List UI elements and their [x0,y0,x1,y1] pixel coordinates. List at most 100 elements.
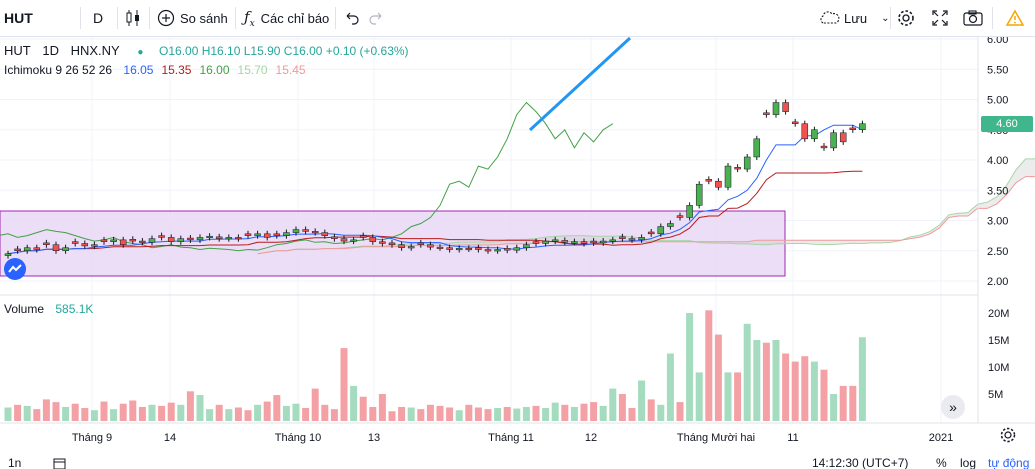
volume-bar [81,408,89,421]
volume-axis[interactable]: 20M 15M 10M 5M [988,308,1009,401]
candles [4,99,866,259]
volume-legend[interactable]: Volume 585.1K [4,302,97,316]
volume-tick-label: 15M [988,335,1009,347]
log-toggle[interactable]: log [960,456,977,469]
trendline-drawing[interactable] [528,37,632,132]
candle-body [743,156,751,170]
volume-tick-label: 20M [988,308,1009,320]
last-price-label: 4.60 [981,116,1033,132]
volume-bar [542,408,550,421]
candle-body [158,235,165,238]
interval-button[interactable]: D [93,0,103,36]
settings-button[interactable] [896,0,916,36]
volume-bar [772,340,780,421]
candle-body [177,238,185,242]
gear-icon[interactable] [1000,427,1016,443]
divider [335,7,336,29]
market-status-icon: ● [137,47,144,58]
legend-ohlc: O16.00 H16.10 L15.90 C16.00 +0.10 (+0.63… [159,44,409,58]
volume-bar [273,395,281,421]
volume-bar [474,407,482,421]
fullscreen-button[interactable] [930,0,950,36]
candle-body [302,229,309,232]
volume-bar [407,407,415,421]
candle-body [359,235,367,238]
candle-body [695,183,703,206]
indicators-button[interactable]: ƒx Các chỉ báo [244,0,329,36]
volume-bar [225,409,233,421]
volume-bar [167,402,175,421]
volume-bar [378,394,386,421]
volume-bar [858,337,866,421]
candle-body [417,242,425,245]
candle-body [571,241,578,244]
candle-body [667,223,674,227]
warning-button[interactable] [1005,0,1025,36]
candle-body [551,239,559,242]
volume-bar [484,409,492,421]
volume-bar [465,404,473,421]
candle-body [590,240,597,244]
ichimoku-value: 15.45 [275,63,306,77]
volume-bar [254,404,262,421]
volume-bar [196,395,204,421]
chevrons-right-icon: » [949,399,957,415]
indicators-label: Các chỉ báo [260,10,330,26]
fullscreen-icon [932,10,948,26]
candle-body [734,167,741,170]
candle-body [676,215,684,218]
volume-bar [330,409,338,421]
redo-button[interactable] [368,0,384,36]
candle-body [283,232,290,236]
cloud-wave-icon [8,264,22,273]
volume-bar [148,404,156,421]
candle-body [91,244,98,247]
volume-bar [138,406,146,421]
save-button[interactable]: Lưu ⌄ [818,0,890,36]
price-axis[interactable]: 6.005.505.004.504.003.503.002.502.00 [987,37,1008,288]
ichimoku-legend[interactable]: Ichimoku 9 26 52 26 16.05 15.35 16.00 15.70… [4,63,314,77]
chart-type-button[interactable] [124,0,142,36]
snapshot-button[interactable] [962,0,984,36]
chart-canvas[interactable]: 6.005.505.004.504.003.503.002.502.00 20M… [0,37,1035,452]
volume-bar [753,340,761,421]
time-axis[interactable]: Tháng 9 14 Tháng 10 13 Tháng 11 12 Tháng Mười … [72,432,953,444]
volume-bar [177,404,185,421]
volume-bar [14,404,22,421]
auto-toggle[interactable]: tự động [988,456,1030,469]
time-tick-label: 12 [585,432,597,444]
volume-bar [158,405,166,421]
compare-button[interactable]: So sánh [157,0,228,36]
candle-body [196,237,204,241]
legend-symbol[interactable]: HUT [4,43,31,58]
ichimoku-value: 16.05 [123,63,154,77]
volume-bar [369,406,377,421]
candle-body [475,247,482,250]
undo-button[interactable] [344,0,360,36]
range-button[interactable]: 1n [8,456,22,469]
symbol-search[interactable]: HUT [4,0,33,36]
volume-bar [801,356,809,421]
volume-bar [551,402,559,421]
volume-bar [426,404,434,421]
volume-bar [561,404,569,421]
volume-bar [455,410,463,421]
clock-time[interactable]: 14:12:30 (UTC+7) [812,456,909,469]
ichimoku-values: 16.05 15.35 16.00 15.70 15.45 [119,63,309,77]
candle-body [638,237,645,241]
volume-bar [417,409,425,421]
candle-body [647,231,655,235]
candle-body [811,129,818,140]
candle-body [859,123,866,130]
time-tick-label: 11 [787,432,798,444]
undo-icon [346,12,359,25]
candle-body [523,244,530,248]
compare-label: So sánh [180,10,228,26]
calendar-icon[interactable] [53,457,66,469]
symbol-text: HUT [4,10,33,26]
percent-toggle[interactable]: % [936,456,947,469]
scroll-right-button[interactable]: » [941,395,965,419]
divider [235,7,236,29]
tradingview-logo[interactable] [4,258,26,280]
volume-bar [234,407,242,421]
